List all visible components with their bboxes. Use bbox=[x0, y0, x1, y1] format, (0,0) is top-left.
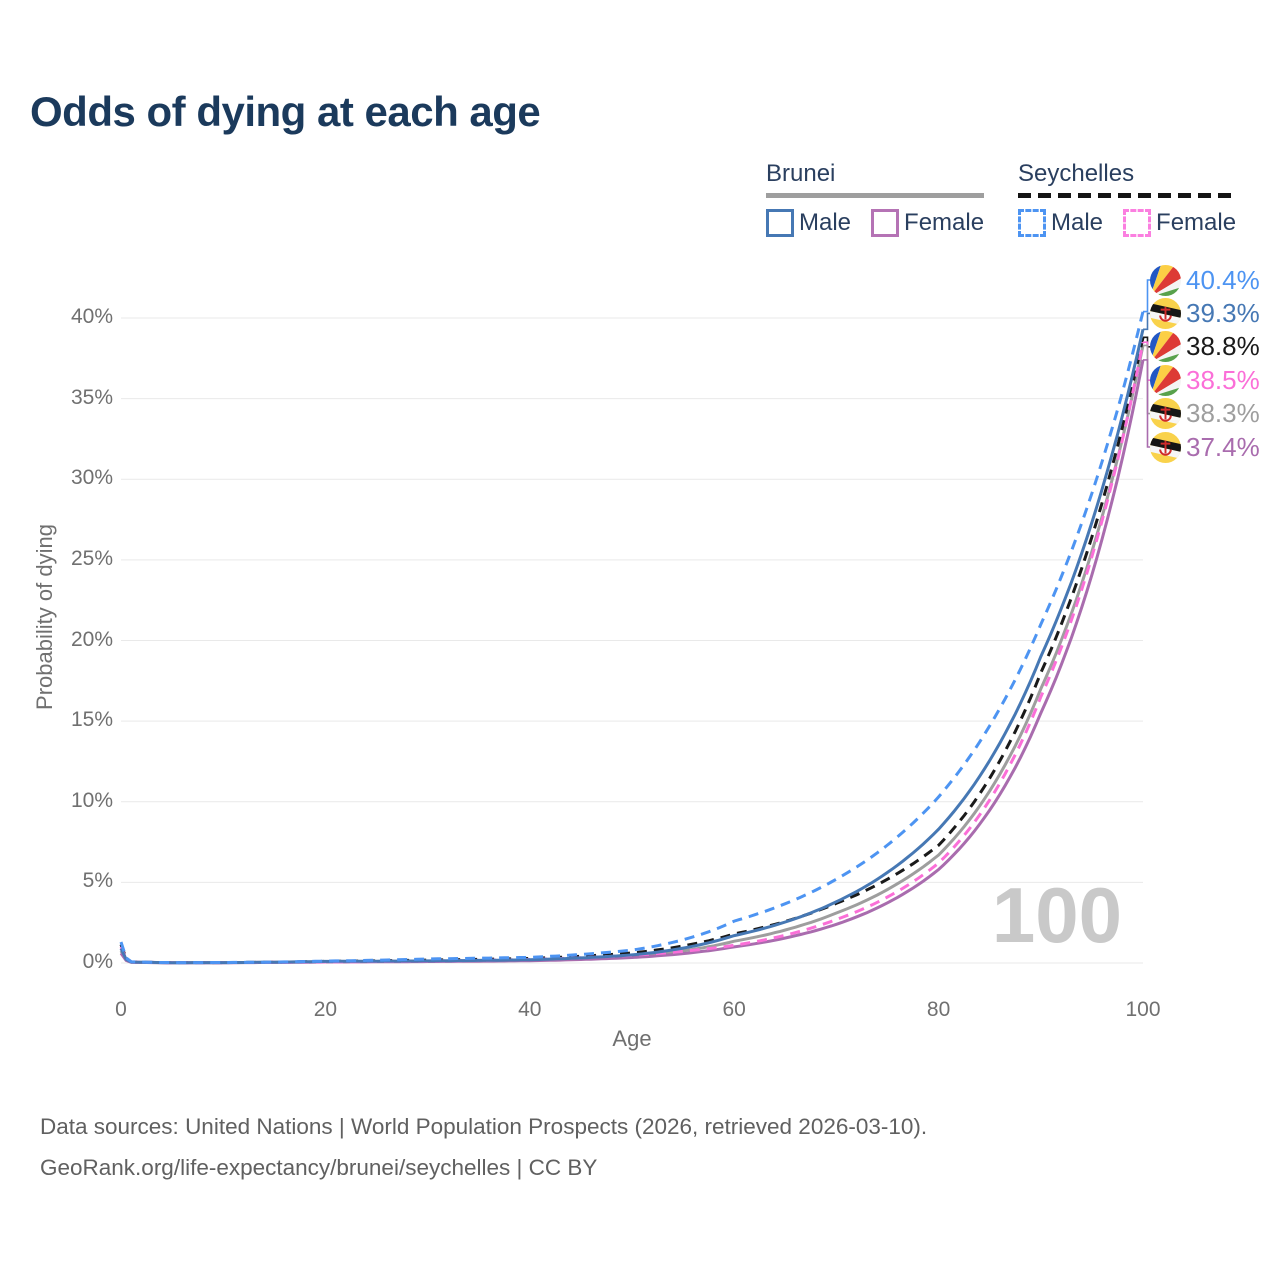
end-label-row-brunei-female: 37.4% bbox=[1150, 431, 1260, 463]
chart-legend: Brunei Male Female Seychelles Male bbox=[0, 160, 1280, 250]
seychelles-flag bbox=[1150, 264, 1181, 296]
end-value-label: 37.4% bbox=[1186, 431, 1260, 462]
series-line-seychelles-both bbox=[119, 337, 1145, 965]
end-value-label: 38.5% bbox=[1186, 364, 1260, 395]
series-line-brunei-male bbox=[119, 328, 1145, 965]
legend-country-brunei: Brunei bbox=[766, 160, 836, 187]
end-value-label: 40.4% bbox=[1186, 264, 1260, 295]
brunei-flag bbox=[1150, 398, 1181, 430]
end-value-label: 38.3% bbox=[1186, 398, 1260, 429]
x-axis-title: Age bbox=[612, 1026, 652, 1051]
seychelles-flag bbox=[1150, 331, 1181, 363]
y-tick-label: 10% bbox=[70, 788, 113, 812]
seychelles-flag-icon bbox=[1150, 331, 1181, 363]
series-line-seychelles-male bbox=[119, 311, 1145, 965]
y-tick-label: 30% bbox=[70, 466, 113, 490]
y-tick-label: 15% bbox=[70, 708, 113, 732]
legend-label: Male bbox=[799, 209, 852, 236]
y-tick-label: 35% bbox=[70, 385, 113, 409]
end-label-row-brunei-both: 38.3% bbox=[1150, 398, 1260, 430]
seychelles-flag bbox=[1150, 364, 1181, 396]
brunei-male-swatch bbox=[766, 209, 794, 237]
end-label-row-seychelles-female: 38.5% bbox=[1150, 364, 1260, 396]
brunei-line-style-sample bbox=[766, 193, 985, 198]
brunei-flag-icon bbox=[1150, 297, 1181, 329]
legend-country-seychelles: Seychelles bbox=[1018, 160, 1135, 187]
x-tick-label: 0 bbox=[115, 998, 127, 1021]
x-tick-label: 100 bbox=[1125, 998, 1161, 1021]
attribution-line: GeoRank.org/life-expectancy/brunei/seych… bbox=[40, 1155, 598, 1180]
end-value-label: 39.3% bbox=[1186, 297, 1260, 328]
legend-label: Female bbox=[904, 209, 985, 236]
end-value-label: 38.8% bbox=[1186, 331, 1260, 362]
legend-item-brunei-female[interactable]: Female bbox=[871, 209, 984, 237]
legend-item-seychelles-female[interactable]: Female bbox=[1123, 209, 1236, 237]
y-tick-label: 0% bbox=[82, 950, 113, 973]
legend-label: Male bbox=[1051, 209, 1104, 236]
x-tick-label: 40 bbox=[518, 998, 542, 1021]
brunei-flag bbox=[1150, 297, 1181, 329]
legend-label: Female bbox=[1156, 209, 1237, 236]
brunei-flag-icon bbox=[1150, 398, 1181, 430]
end-label-row-seychelles-both: 38.8% bbox=[1150, 331, 1260, 363]
seychelles-female-swatch bbox=[1123, 209, 1152, 237]
x-tick-label: 60 bbox=[722, 998, 746, 1021]
page-title: Odds of dying at each age bbox=[30, 88, 541, 135]
leader-line bbox=[1143, 312, 1151, 331]
y-tick-label: 40% bbox=[70, 305, 113, 328]
end-label-row-seychelles-male: 40.4% bbox=[1150, 264, 1260, 296]
seychelles-line-style-sample bbox=[1018, 193, 1237, 198]
leader-line bbox=[1143, 279, 1151, 313]
data-sources-line: Data sources: United Nations | World Pop… bbox=[40, 1114, 928, 1139]
leader-line bbox=[1143, 359, 1151, 448]
source-footer: Data sources: United Nations | World Pop… bbox=[40, 1106, 927, 1188]
legend-group-brunei: Brunei Male Female bbox=[766, 160, 985, 237]
legend-item-seychelles-male[interactable]: Male bbox=[1018, 209, 1103, 237]
brunei-flag bbox=[1150, 431, 1181, 463]
brunei-female-swatch bbox=[871, 209, 900, 237]
hovered-age-watermark: 100 bbox=[991, 871, 1122, 959]
seychelles-flag-icon bbox=[1150, 264, 1181, 296]
brunei-flag-icon bbox=[1150, 431, 1181, 463]
x-tick-label: 20 bbox=[313, 998, 338, 1021]
x-tick-label: 80 bbox=[926, 998, 951, 1021]
y-tick-label: 5% bbox=[82, 869, 113, 893]
y-tick-label: 20% bbox=[70, 627, 113, 651]
legend-group-seychelles: Seychelles Male Female bbox=[1018, 160, 1237, 237]
seychelles-male-swatch bbox=[1018, 209, 1046, 237]
seychelles-flag-icon bbox=[1150, 364, 1181, 396]
legend-item-brunei-male[interactable]: Male bbox=[766, 209, 851, 237]
end-label-row-brunei-male: 39.3% bbox=[1150, 297, 1260, 329]
y-tick-label: 25% bbox=[70, 546, 113, 570]
